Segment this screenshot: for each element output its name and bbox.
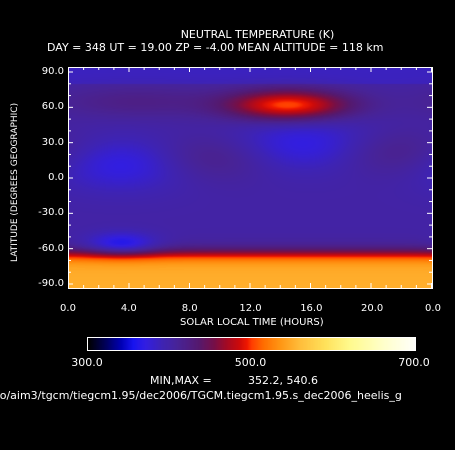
y-tick-label: -90.0 bbox=[38, 278, 64, 289]
x-tick-label: 0.0 bbox=[425, 303, 441, 314]
x-tick-label: 0.0 bbox=[60, 303, 76, 314]
colorbar-tick-label: 300.0 bbox=[71, 356, 103, 369]
chart-subtitle: DAY = 348 UT = 19.00 ZP = -4.00 MEAN ALT… bbox=[47, 41, 384, 54]
x-tick-label: 4.0 bbox=[120, 303, 137, 314]
colorbar-tick-label: 500.0 bbox=[234, 356, 267, 369]
y-tick-label: 90.0 bbox=[41, 66, 64, 77]
x-tick-label: 16.0 bbox=[300, 303, 323, 314]
temperature-heatmap bbox=[68, 67, 433, 289]
minmax-values: 352.2, 540.6 bbox=[248, 374, 318, 387]
chart-title: NEUTRAL TEMPERATURE (K) bbox=[180, 28, 335, 41]
x-tick-label: 20.0 bbox=[361, 303, 384, 314]
y-tick-label: -60.0 bbox=[38, 242, 64, 254]
y-tick-label: -30.0 bbox=[38, 207, 64, 219]
file-path: oo/aim3/tgcm/tiegcm1.95/dec2006/TGCM.tie… bbox=[0, 389, 402, 402]
colorbar-tick-label: 700.0 bbox=[398, 356, 430, 369]
minmax-label: MIN,MAX = bbox=[150, 374, 212, 387]
x-tick-label: 12.0 bbox=[239, 303, 262, 314]
y-tick-label: 0.0 bbox=[48, 172, 64, 183]
plot-frame bbox=[68, 67, 433, 289]
y-tick-label: 60.0 bbox=[41, 101, 64, 113]
x-tick-label: 8.0 bbox=[181, 303, 198, 314]
y-tick-label: 30.0 bbox=[41, 136, 64, 148]
y-axis-label: LATITUDE (DEGREES GEOGRAPHIC) bbox=[10, 102, 20, 262]
x-axis-label: SOLAR LOCAL TIME (HOURS) bbox=[180, 317, 324, 328]
colorbar bbox=[87, 337, 416, 351]
